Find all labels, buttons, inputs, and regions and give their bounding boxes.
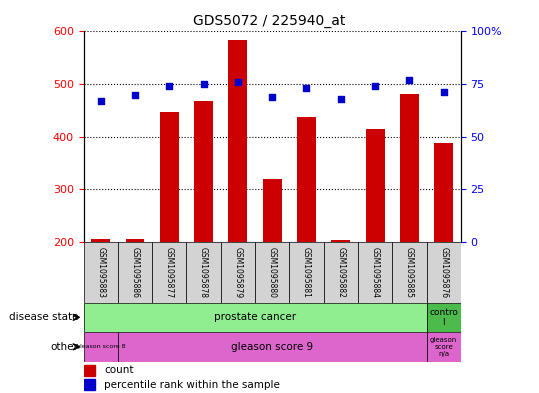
Text: GSM1095884: GSM1095884 bbox=[371, 247, 379, 298]
Text: GSM1095881: GSM1095881 bbox=[302, 247, 311, 298]
Text: count: count bbox=[105, 365, 134, 375]
Bar bbox=[118, 242, 152, 303]
Text: GDS5072 / 225940_at: GDS5072 / 225940_at bbox=[194, 14, 345, 28]
Bar bbox=[323, 242, 358, 303]
Point bbox=[371, 83, 379, 89]
Bar bbox=[400, 94, 419, 242]
Point bbox=[268, 94, 277, 100]
Bar bbox=[255, 242, 289, 303]
Bar bbox=[365, 129, 384, 242]
Point bbox=[130, 91, 139, 97]
Bar bbox=[84, 332, 118, 362]
Bar bbox=[118, 332, 426, 362]
Bar bbox=[152, 242, 186, 303]
Text: GSM1095882: GSM1095882 bbox=[336, 247, 345, 298]
Text: other: other bbox=[50, 342, 78, 352]
Bar bbox=[426, 332, 461, 362]
Point bbox=[336, 95, 345, 102]
Text: disease state: disease state bbox=[9, 312, 78, 322]
Bar bbox=[186, 242, 221, 303]
Bar bbox=[126, 239, 144, 242]
Bar bbox=[229, 40, 247, 242]
Bar bbox=[84, 379, 95, 390]
Bar bbox=[221, 242, 255, 303]
Bar bbox=[426, 303, 461, 332]
Bar bbox=[84, 242, 118, 303]
Text: GSM1095886: GSM1095886 bbox=[130, 247, 140, 298]
Text: contro
l: contro l bbox=[429, 308, 458, 327]
Text: percentile rank within the sample: percentile rank within the sample bbox=[105, 380, 280, 389]
Text: GSM1095877: GSM1095877 bbox=[165, 246, 174, 298]
Bar bbox=[426, 242, 461, 303]
Bar bbox=[297, 117, 316, 242]
Text: GSM1095879: GSM1095879 bbox=[233, 246, 243, 298]
Text: GSM1095878: GSM1095878 bbox=[199, 247, 208, 298]
Point bbox=[405, 77, 414, 83]
Text: prostate cancer: prostate cancer bbox=[214, 312, 296, 322]
Bar bbox=[84, 365, 95, 376]
Point bbox=[96, 98, 105, 104]
Point bbox=[233, 79, 242, 85]
Point bbox=[302, 85, 311, 91]
Text: gleason
score
n/a: gleason score n/a bbox=[430, 337, 457, 357]
Text: GSM1095883: GSM1095883 bbox=[96, 247, 105, 298]
Point bbox=[439, 89, 448, 95]
Point bbox=[165, 83, 174, 89]
Bar bbox=[392, 242, 426, 303]
Bar bbox=[289, 242, 323, 303]
Text: GSM1095880: GSM1095880 bbox=[268, 247, 277, 298]
Bar bbox=[331, 240, 350, 242]
Point bbox=[199, 81, 208, 87]
Bar bbox=[91, 239, 110, 242]
Text: GSM1095885: GSM1095885 bbox=[405, 247, 414, 298]
Bar bbox=[262, 178, 281, 242]
Text: GSM1095876: GSM1095876 bbox=[439, 246, 448, 298]
Bar bbox=[434, 143, 453, 242]
Bar bbox=[358, 242, 392, 303]
Bar bbox=[194, 101, 213, 242]
Bar bbox=[160, 112, 179, 242]
Text: gleason score 9: gleason score 9 bbox=[231, 342, 313, 352]
Text: gleason score 8: gleason score 8 bbox=[76, 344, 126, 349]
